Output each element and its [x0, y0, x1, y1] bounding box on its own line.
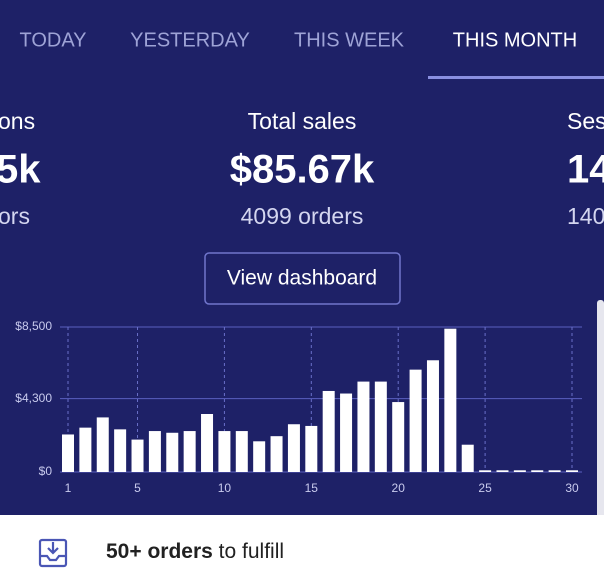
bar — [62, 434, 74, 472]
bar — [444, 328, 457, 472]
inbox-icon — [38, 538, 68, 568]
bar — [461, 444, 474, 472]
tab-active[interactable]: THIS MONTH — [453, 29, 577, 51]
bar — [357, 381, 370, 472]
stat-sub: 4099 orders — [241, 203, 364, 229]
bar — [531, 470, 544, 472]
x-tick-label: 30 — [565, 481, 579, 495]
scrollbar — [597, 300, 604, 540]
stat-sub: ors — [0, 203, 30, 229]
bar — [374, 381, 387, 472]
bar — [548, 470, 561, 472]
bar — [114, 429, 127, 472]
x-tick-label: 5 — [134, 481, 141, 495]
x-tick-label: 1 — [65, 481, 72, 495]
tab-underline — [428, 76, 604, 79]
stat-label: Ses — [567, 108, 604, 134]
bar — [566, 470, 578, 472]
button-label[interactable]: View dashboard — [227, 267, 377, 290]
footer-panel — [0, 515, 604, 584]
bar — [287, 424, 300, 472]
bar — [496, 470, 509, 472]
tab[interactable]: THIS WEEK — [294, 29, 405, 51]
bar — [340, 393, 353, 472]
bar — [235, 431, 248, 472]
y-tick-label: $0 — [39, 464, 53, 478]
bar — [166, 432, 179, 472]
bar — [426, 360, 439, 472]
x-tick-label: 15 — [305, 481, 319, 495]
x-tick-label: 20 — [392, 481, 406, 495]
bar — [305, 425, 318, 472]
bar — [96, 417, 109, 472]
bar — [131, 439, 144, 472]
bar — [409, 369, 422, 472]
footer-text[interactable]: 50+ orders to fulfill — [106, 540, 284, 563]
bar — [322, 390, 335, 472]
bar — [148, 431, 161, 472]
bar — [253, 441, 266, 472]
stat-value: 5k — [0, 148, 41, 192]
stat-value: $85.67k — [230, 148, 375, 192]
stat-value: 14 — [567, 148, 604, 192]
bar — [479, 470, 492, 472]
bar — [392, 402, 405, 472]
bar — [79, 427, 92, 472]
x-tick-label: 10 — [218, 481, 232, 495]
stat-sub: 140 — [567, 203, 604, 229]
y-tick-label: $8,500 — [15, 319, 52, 333]
footer-bold: 50+ orders — [106, 540, 213, 563]
y-tick-label: $4,300 — [15, 391, 52, 405]
bar — [183, 431, 196, 472]
tab[interactable]: YESTERDAY — [130, 29, 250, 51]
stat-label: ons — [0, 108, 35, 134]
footer-rest: to fulfill — [219, 540, 284, 563]
bar — [270, 436, 283, 472]
stat-label: Total sales — [248, 108, 357, 134]
x-tick-label: 25 — [478, 481, 492, 495]
bar — [201, 414, 214, 472]
bar — [218, 431, 231, 472]
tab[interactable]: TODAY — [19, 29, 86, 51]
button-border[interactable] — [204, 252, 401, 305]
bar — [513, 470, 526, 472]
